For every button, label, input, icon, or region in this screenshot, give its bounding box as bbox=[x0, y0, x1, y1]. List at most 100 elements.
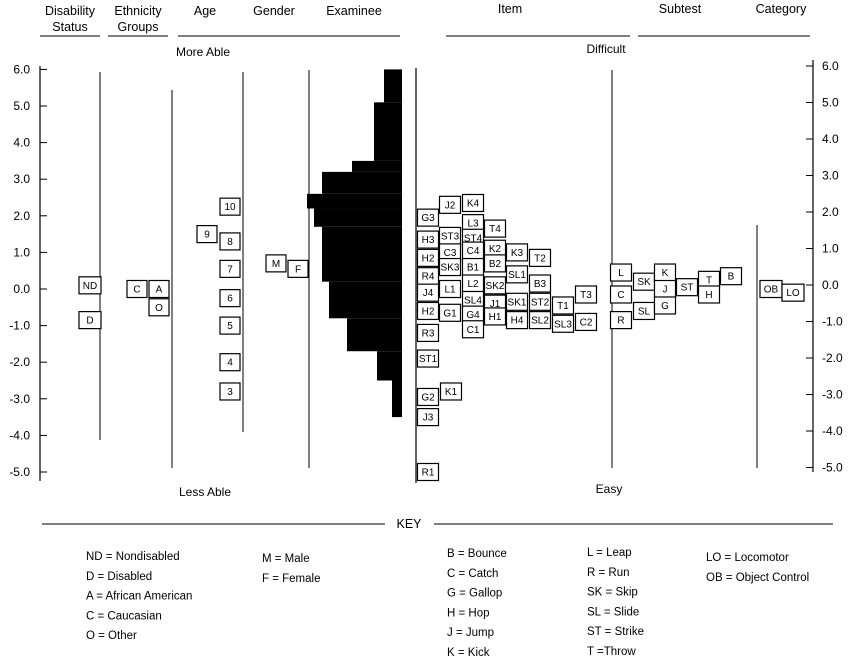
item-label: SL3 bbox=[554, 319, 572, 330]
key-entry: F = Female bbox=[262, 573, 320, 585]
header-ethnicity-line1: Ethnicity bbox=[114, 4, 162, 18]
item-box bbox=[483, 307, 507, 326]
disability-label: D bbox=[86, 316, 93, 327]
left-axis-ticks: 6.0 5.0 4.0 3.0 2.0 1.0 0.0 -1.0 -2.0 -3.0 -4.0 -5.… bbox=[9, 62, 47, 479]
header-ethnicity-line2: Groups bbox=[118, 20, 159, 34]
item-label: J2 bbox=[445, 200, 456, 211]
subtest-box bbox=[609, 263, 633, 282]
item-label: C3 bbox=[444, 248, 457, 259]
subtest-box bbox=[653, 296, 677, 315]
ethnicity-label: C bbox=[133, 285, 140, 296]
key-entry: K = Kick bbox=[447, 647, 490, 659]
right-axis-ticks: 6.0 5.0 4.0 3.0 2.0 1.0 0.0 -1.0 -2.0 -3.0 -4.0 -5.… bbox=[806, 59, 843, 475]
subtest-label: T bbox=[706, 275, 712, 286]
category-box bbox=[781, 283, 805, 302]
key-entry: T =Throw bbox=[587, 646, 636, 658]
key-title: KEY bbox=[396, 517, 422, 531]
subtest-label: B bbox=[728, 272, 735, 283]
item-label: J4 bbox=[423, 288, 434, 299]
item-box bbox=[528, 248, 552, 267]
right-tick-label: -5.0 bbox=[822, 461, 843, 475]
item-box bbox=[574, 312, 598, 332]
age-label: 3 bbox=[227, 387, 233, 398]
left-tick-label: 2.0 bbox=[13, 209, 30, 223]
examinee-histogram bbox=[307, 69, 402, 418]
item-box bbox=[438, 279, 462, 299]
item-label: T3 bbox=[580, 290, 592, 301]
item-label: T2 bbox=[534, 253, 546, 264]
header-gender: Gender bbox=[253, 4, 295, 18]
item-label: SL4 bbox=[464, 295, 482, 306]
ethnicity-box bbox=[148, 298, 170, 317]
item-label: K2 bbox=[489, 244, 502, 255]
examinee-bar bbox=[392, 380, 402, 418]
item-box bbox=[528, 274, 552, 293]
item-box bbox=[416, 283, 440, 302]
left-tick-label: 3.0 bbox=[13, 172, 30, 186]
subtest-box bbox=[675, 278, 699, 297]
item-box bbox=[438, 303, 462, 322]
right-tick-label: 0.0 bbox=[822, 278, 839, 292]
item-box bbox=[505, 311, 529, 330]
key-entry: C = Catch bbox=[447, 568, 498, 580]
key-entry: ND = Nondisabled bbox=[86, 551, 180, 563]
item-label: L1 bbox=[444, 285, 456, 296]
item-box bbox=[416, 208, 440, 227]
item-label: H2 bbox=[422, 253, 435, 264]
examinee-bar bbox=[377, 351, 402, 381]
left-tick-label: 1.0 bbox=[13, 245, 30, 259]
key-entry: M = Male bbox=[262, 553, 310, 565]
item-label: L2 bbox=[467, 279, 479, 290]
left-tick-label: 0.0 bbox=[13, 282, 30, 296]
item-box bbox=[416, 408, 440, 427]
header-disability-line2: Status bbox=[52, 20, 87, 34]
key: KEY ND = Nondisabled D = Disabled A = Afri… bbox=[42, 517, 833, 659]
examinee-bar bbox=[329, 281, 402, 319]
key-entry: OB = Object Control bbox=[706, 572, 809, 584]
item-label: L3 bbox=[467, 219, 479, 230]
right-tick-label: 1.0 bbox=[822, 242, 839, 256]
item-label: SL1 bbox=[508, 270, 526, 281]
subtest-label: J bbox=[663, 285, 668, 296]
column-headers: Disability Status Ethnicity Groups Age G… bbox=[40, 2, 810, 37]
less-able-label: Less Able bbox=[179, 485, 231, 499]
item-box bbox=[416, 301, 440, 321]
item-label: B1 bbox=[467, 263, 480, 274]
category-label: LO bbox=[786, 288, 800, 299]
header-item: Item bbox=[498, 2, 522, 16]
item-label: SK2 bbox=[486, 281, 505, 292]
item-label: K4 bbox=[467, 198, 480, 209]
item-label: SK3 bbox=[441, 263, 460, 274]
age-box bbox=[219, 197, 241, 216]
item-box bbox=[551, 296, 575, 315]
key-entry: ST = Strike bbox=[587, 626, 644, 638]
gender-label: F bbox=[295, 264, 301, 275]
item-box bbox=[438, 195, 462, 214]
subtest-box bbox=[609, 311, 633, 330]
ethnicity-box bbox=[148, 279, 170, 299]
key-entry: SK = Skip bbox=[587, 587, 638, 599]
age-box bbox=[219, 232, 241, 251]
item-label: T4 bbox=[489, 224, 501, 235]
right-tick-label: -2.0 bbox=[822, 351, 843, 365]
item-box bbox=[505, 292, 529, 311]
gender-label: M bbox=[272, 259, 280, 270]
age-box bbox=[219, 353, 241, 372]
item-label: H3 bbox=[422, 235, 435, 246]
key-entry: LO = Locomotor bbox=[706, 552, 789, 564]
header-category: Category bbox=[756, 2, 807, 16]
age-label: 6 bbox=[227, 294, 233, 305]
examinee-bar bbox=[384, 69, 402, 103]
item-label: T1 bbox=[557, 301, 569, 312]
item-label: C4 bbox=[467, 246, 480, 257]
right-tick-label: -3.0 bbox=[822, 388, 843, 402]
item-label: ST4 bbox=[464, 233, 483, 244]
item-label: C1 bbox=[467, 325, 480, 336]
age-label: 9 bbox=[204, 230, 210, 241]
examinee-bar bbox=[322, 171, 402, 194]
subtest-label: K bbox=[662, 268, 669, 279]
age-label: 5 bbox=[227, 321, 233, 332]
key-entry: SL = Slide bbox=[587, 606, 639, 618]
item-label: K1 bbox=[445, 387, 458, 398]
